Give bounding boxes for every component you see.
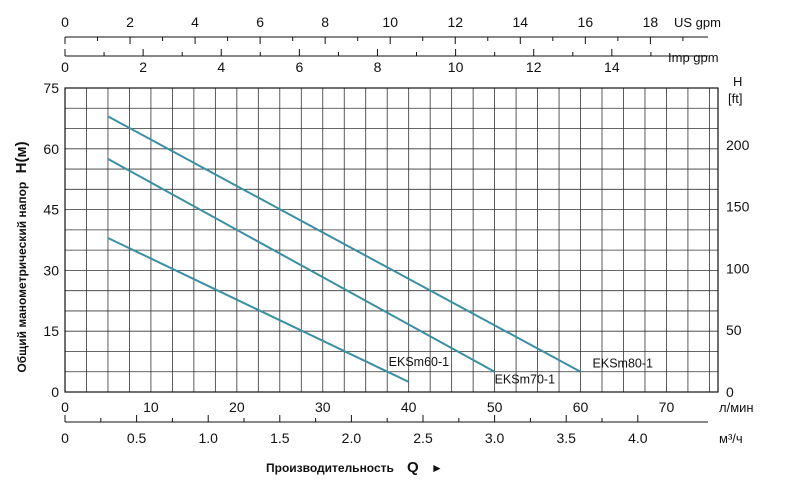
x-tick-label-us-gpm: 6 — [256, 14, 264, 30]
right-axis: 0 50 100 150 200 — [726, 137, 750, 400]
curve-eksm70-1 — [107, 158, 496, 373]
y-axis-title: Общий манометрический напор H(м) — [13, 141, 30, 372]
y-tick-label-m: 75 — [43, 80, 59, 96]
left-axis: 0 15 30 45 60 75 — [43, 80, 59, 400]
curve-eksm60-1 — [107, 237, 410, 383]
plot-grid — [64, 87, 719, 393]
x-tick-label-us-gpm: 0 — [61, 14, 69, 30]
right-axis-unit-ft: [ft] — [728, 91, 742, 106]
curve-label-eksm60-1: EKSm60-1 — [389, 355, 449, 369]
x-unit-us-gpm: US gpm — [674, 15, 721, 30]
x-axis-label: Производительность — [266, 461, 394, 475]
x-tick-label-lpm: 0 — [61, 399, 69, 415]
curve-label-eksm70-1: EKSm70-1 — [495, 373, 555, 387]
x-tick-label-imp-gpm: 2 — [139, 59, 147, 75]
x-tick-label-imp-gpm: 10 — [448, 59, 464, 75]
y-tick-label-ft: 200 — [726, 137, 750, 153]
y-tick-label-m: 30 — [43, 262, 59, 278]
y-tick-label-ft: 100 — [726, 260, 750, 276]
y-tick-label-m: 60 — [43, 141, 59, 157]
x-tick-label-m3h: 1.0 — [198, 430, 218, 446]
curve-label-eksm80-1: EKSm80-1 — [593, 357, 653, 371]
x-tick-label-m3h: 0.5 — [127, 430, 147, 446]
x-axis-title: Производительность Q ► — [266, 459, 443, 476]
x-tick-label-lpm: 50 — [487, 399, 503, 415]
x-tick-label-m3h: 2.5 — [413, 430, 433, 446]
x-tick-label-lpm: 20 — [229, 399, 245, 415]
x-tick-label-imp-gpm: 14 — [604, 59, 620, 75]
x-axis-symbol: Q — [407, 459, 419, 476]
performance-curves: EKSm60-1 EKSm70-1 EKSm80-1 — [107, 115, 653, 387]
x-tick-label-imp-gpm: 8 — [374, 59, 382, 75]
top-axes: 0 2 4 6 8 10 12 14 16 18 US gpm 0 2 4 6 8 10 12 14 Imp gpm — [61, 14, 721, 75]
plot-frame — [64, 87, 719, 393]
x-tick-label-m3h: 4.0 — [628, 430, 648, 446]
x-tick-label-m3h: 3.5 — [556, 430, 576, 446]
x-unit-m3h: м³/ч — [719, 431, 743, 446]
x-axis-arrow: ► — [431, 461, 443, 475]
x-tick-label-imp-gpm: 0 — [61, 59, 69, 75]
x-tick-label-us-gpm: 18 — [643, 14, 659, 30]
y-axis-symbol: H(м) — [13, 141, 30, 173]
y-tick-label-ft: 0 — [726, 384, 734, 400]
y-tick-label-m: 15 — [43, 323, 59, 339]
x-tick-label-us-gpm: 14 — [513, 14, 529, 30]
x-tick-label-us-gpm: 8 — [321, 14, 329, 30]
bottom-axes: 0 10 20 30 40 50 60 70 л/мин 0 0.5 1.0 1.5 2.0 2.5 3.0 3… — [61, 399, 753, 446]
y-tick-label-m: 45 — [43, 202, 59, 218]
x-tick-label-us-gpm: 12 — [447, 14, 463, 30]
x-tick-label-imp-gpm: 6 — [295, 59, 303, 75]
right-axis-unit-h: H — [733, 74, 742, 89]
x-tick-label-lpm: 40 — [401, 399, 417, 415]
x-tick-label-imp-gpm: 12 — [526, 59, 542, 75]
x-tick-label-lpm: 30 — [315, 399, 331, 415]
x-tick-label-us-gpm: 10 — [382, 14, 398, 30]
x-tick-label-m3h: 0 — [61, 430, 69, 446]
x-tick-label-m3h: 1.5 — [270, 430, 290, 446]
x-tick-label-us-gpm: 2 — [126, 14, 134, 30]
x-tick-label-imp-gpm: 4 — [217, 59, 225, 75]
x-tick-label-lpm: 60 — [573, 399, 589, 415]
x-tick-label-lpm: 10 — [143, 399, 159, 415]
x-tick-label-m3h: 3.0 — [485, 430, 505, 446]
x-tick-label-lpm: 70 — [659, 399, 675, 415]
x-tick-label-m3h: 2.0 — [342, 430, 362, 446]
svg-text:Общий манометрический напор: Общий манометрический напор H(м) — [13, 141, 30, 372]
x-unit-imp-gpm: Imp gpm — [668, 50, 719, 65]
x-unit-lpm: л/мин — [719, 400, 754, 415]
x-tick-label-us-gpm: 4 — [191, 14, 199, 30]
x-tick-label-us-gpm: 16 — [578, 14, 594, 30]
y-tick-label-ft: 150 — [726, 199, 750, 215]
y-tick-label-m: 0 — [51, 384, 59, 400]
right-axis-unit: H [ft] — [728, 74, 742, 106]
curve-eksm80-1 — [107, 115, 582, 373]
y-tick-label-ft: 50 — [726, 322, 742, 338]
y-axis-label: Общий манометрический напор — [15, 182, 29, 373]
